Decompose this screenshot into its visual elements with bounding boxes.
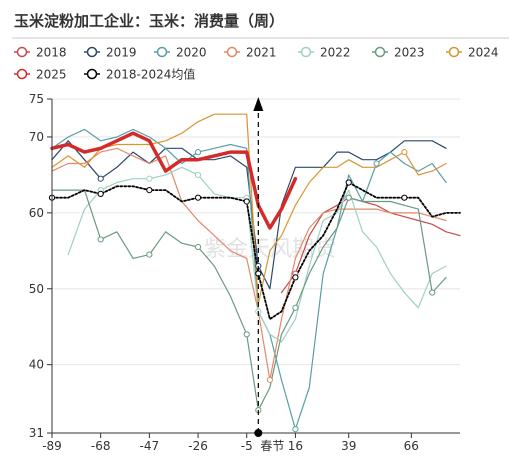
data-point-2023: [292, 304, 299, 311]
spring-festival-label: 春节: [260, 439, 284, 453]
legend-item-2024: 2024: [446, 46, 499, 60]
watermark: 紫金天风期货: [204, 237, 336, 262]
legend-swatch-marker: [156, 46, 168, 58]
legend-item-2023: 2023: [372, 46, 425, 60]
data-point-2022: [194, 171, 202, 179]
legend-item-2022: 2022: [298, 46, 351, 60]
data-point-2018-2024: [97, 190, 104, 197]
data-point-2018-2024: [146, 186, 153, 194]
y-tick-label: 31: [29, 426, 44, 440]
legend-label: 2023: [394, 46, 425, 60]
data-point-2023: [429, 289, 436, 296]
legend-swatch-marker: [226, 46, 238, 58]
x-tick-label: 39: [341, 439, 356, 453]
legend-item-2019: 2019: [84, 46, 137, 60]
data-point-2023: [345, 194, 352, 201]
data-point-2018-2024: [292, 274, 299, 281]
legend-swatch-marker: [86, 68, 98, 80]
legend-label: 2019: [106, 46, 137, 60]
legend-swatch-marker: [300, 46, 312, 58]
series-line-2018-2024: [51, 181, 461, 321]
data-point-2023: [97, 236, 104, 243]
legend-item-2018: 2018: [14, 46, 67, 60]
data-point-2019: [97, 175, 104, 182]
chart-title: 玉米淀粉加工企业：玉米：消费量（周）: [14, 12, 284, 30]
series-line-2021: [51, 147, 447, 381]
legend-label: 2025: [36, 68, 67, 82]
legend-item-2021: 2021: [224, 46, 277, 60]
y-tick-label: 50: [29, 282, 44, 296]
legend-swatch-marker: [16, 46, 28, 58]
data-point-2023: [243, 331, 250, 338]
data-point-2021: [266, 376, 274, 383]
legend-item-2020: 2020: [154, 46, 207, 60]
legend-item-2018-2024: 2018-2024均值: [84, 67, 195, 82]
legend-label: 2021: [246, 46, 277, 60]
data-point-2018-2024: [401, 194, 408, 201]
legend-swatch-marker: [16, 68, 28, 80]
x-tick-label: -68: [91, 439, 111, 453]
series-line-2024: [51, 113, 447, 305]
series-line-2022: [67, 166, 447, 343]
series-line-2025: [50, 131, 298, 230]
marker-layer: [48, 149, 436, 433]
data-point-2024: [401, 149, 408, 156]
spring-festival-arrow: [253, 97, 264, 111]
legend-swatch-marker: [448, 46, 460, 58]
legend: 2018 2019 2020 2021 2022 2023 2024 2025 2018-202…: [14, 46, 499, 82]
y-tick-label: 40: [29, 358, 44, 372]
series-line-2023: [51, 189, 447, 411]
y-tick-label: 70: [29, 130, 44, 144]
y-tick-label: 60: [29, 206, 44, 220]
data-point-2020: [292, 426, 299, 433]
x-tick-label: -5: [241, 439, 253, 453]
data-point-2020: [194, 149, 202, 156]
spring-festival-dot: [254, 429, 263, 437]
legend-label: 2020: [176, 46, 207, 60]
series-line-2018: [280, 197, 461, 294]
data-point-2020: [373, 160, 380, 167]
legend-label: 2018-2024均值: [106, 67, 195, 82]
legend-swatch-marker: [86, 46, 98, 58]
data-point-2022: [146, 175, 153, 182]
legend-label: 2024: [468, 46, 499, 60]
axes: 31 40 50 60 70 75 -89 -68 -47 -26 -5 16 39 66 春节: [29, 92, 460, 453]
legend-item-2025: 2025: [14, 68, 67, 82]
data-point-2023: [146, 251, 153, 258]
legend-label: 2022: [320, 46, 351, 60]
grid: [52, 98, 460, 366]
x-tick-label: -26: [188, 439, 208, 453]
x-tick-label: -47: [140, 439, 160, 453]
x-tick-label: 16: [288, 439, 303, 453]
legend-swatch-marker: [374, 46, 386, 58]
y-tick-label: 75: [29, 92, 44, 106]
data-point-2023: [194, 243, 202, 251]
data-point-2018-2024: [194, 194, 202, 201]
series-line-2020: [51, 128, 447, 430]
data-point-2018-2024: [345, 179, 352, 186]
legend-label: 2018: [36, 46, 67, 60]
x-tick-label: 66: [404, 439, 419, 453]
x-tick-label: -89: [42, 439, 62, 453]
series-layer: [50, 113, 461, 430]
data-point-2018-2024: [243, 198, 250, 205]
